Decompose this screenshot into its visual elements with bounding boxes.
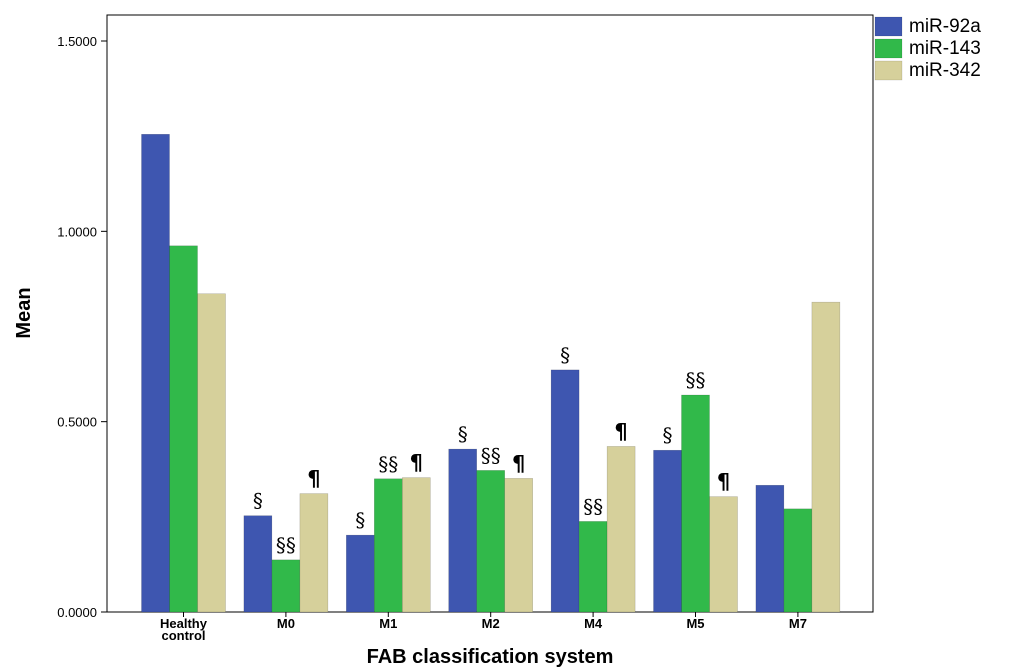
legend-label: miR-92a [909, 16, 981, 37]
legend-swatch [874, 60, 903, 81]
significance-marker: §§ [583, 494, 603, 518]
significance-marker: § [560, 343, 570, 367]
x-tick-label: M0 [277, 616, 295, 631]
legend-label: miR-342 [909, 60, 981, 81]
legend-swatch [874, 38, 903, 59]
x-tick-label: control [161, 628, 205, 643]
bar-mir-92a-m0 [243, 515, 273, 613]
bar-mir-342-m5 [709, 496, 738, 613]
bar-mir-143-healthy-control [169, 245, 198, 613]
bar-mir-92a-m7 [755, 484, 785, 613]
y-axis: 0.0000 0.5000 1.0000 1.5000 [57, 34, 107, 620]
significance-marker: §§ [481, 443, 501, 467]
x-tick-label: Healthy [160, 616, 208, 631]
bar-mir-143-m4 [578, 521, 608, 613]
x-tick-label: M4 [584, 616, 603, 631]
significance-marker: § [355, 508, 365, 532]
significance-marker: ¶ [512, 451, 525, 475]
y-tick-label: 0.5000 [57, 415, 97, 430]
y-tick-label: 0.0000 [57, 605, 97, 620]
significance-marker: § [253, 489, 263, 513]
bar-mir-92a-m1 [346, 534, 375, 613]
bar-mir-92a-m2 [448, 448, 477, 613]
x-tick-label: M7 [789, 616, 807, 631]
bar-mir-342-m7 [811, 301, 841, 613]
x-tick-label: M5 [686, 616, 704, 631]
bar-mir-92a-m5 [653, 449, 682, 613]
y-tick-label: 1.5000 [57, 34, 97, 49]
x-axis-title: FAB classification system [367, 646, 614, 668]
bar-mir-143-m7 [783, 508, 813, 613]
significance-marker: §§ [378, 452, 398, 476]
legend-swatch [874, 16, 903, 37]
significance-marker: ¶ [410, 451, 423, 475]
significance-marker: ¶ [614, 419, 627, 443]
significance-marker: § [458, 422, 468, 446]
y-axis-title: Mean [13, 287, 35, 338]
bar-mir-143-m0 [271, 559, 301, 613]
legend-label: miR-143 [909, 38, 981, 59]
x-tick-label: M1 [379, 616, 397, 631]
bar-mir-92a-m4 [550, 369, 580, 613]
bar-mir-342-healthy-control [197, 293, 226, 613]
significance-marker: §§ [276, 533, 296, 557]
plot-area: §§§¶§§§ ¶§§§ ¶§§§¶ §§§¶ 0.00000.50001.00001… [57, 14, 874, 643]
bar-mir-342-m1 [402, 477, 431, 613]
bar-mir-92a-healthy-control [141, 134, 170, 613]
y-tick-label: 1.0000 [57, 224, 97, 239]
bars-group [141, 134, 841, 613]
x-tick-label: M2 [482, 616, 500, 631]
bar-mir-143-m1 [374, 478, 403, 613]
bar-mir-342-m0 [299, 493, 329, 613]
bar-mir-342-m2 [504, 478, 533, 613]
bar-mir-143-m5 [681, 394, 710, 613]
bar-mir-143-m2 [476, 470, 505, 613]
annotations-group: §§§¶§§§ ¶§§§ ¶§§§¶ §§§¶ [253, 343, 730, 557]
bar-mir-342-m4 [606, 446, 636, 613]
significance-marker: §§ [686, 368, 706, 392]
significance-marker: ¶ [717, 470, 730, 494]
significance-marker: ¶ [307, 467, 320, 491]
significance-marker: § [663, 423, 673, 447]
